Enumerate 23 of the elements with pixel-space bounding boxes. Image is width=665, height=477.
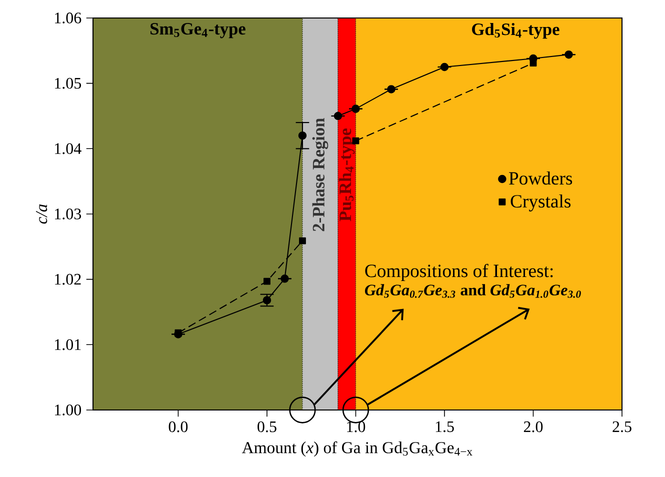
band-label: Pu$_{5}$Rh$_{4}$-type	[338, 128, 355, 222]
y-tick-label: 1.04	[55, 143, 82, 154]
band-label: 2-Phase Region	[312, 118, 328, 232]
x-axis-title: Amount (x) of Ga in Gd$_{5}$Ga$_{x}$Ge$_{4−x}$	[242, 441, 472, 457]
y-tick-label: 1.01	[55, 339, 81, 350]
y-tick-label: 1.06	[55, 12, 82, 24]
band-label: Sm$_{5}$Ge$_{4}$-type	[150, 22, 246, 38]
x-tick-label: 0.0	[168, 421, 188, 432]
x-tick-label: 1.5	[436, 421, 454, 432]
legend-label: Powders	[508, 172, 572, 185]
text: Gd$_{5}$Ga$_{0.7}$Ge$_{3.3}$ and Gd$_{5}$Ga$_{1.0}$Ge$_{3.0}$	[364, 284, 581, 298]
y-tick-label: 1.03	[55, 208, 82, 220]
band-label: Gd$_{5}$Si$_{4}$-type	[472, 22, 560, 39]
legend-label: Crystals	[510, 194, 571, 212]
y-tick-label: 1.02	[55, 274, 81, 285]
y-tick-label: 1.00	[55, 404, 82, 416]
x-tick-label: 1.0	[347, 421, 366, 432]
x-tick-label: 2.0	[524, 421, 543, 432]
annotation: Compositions of Interest:	[365, 264, 553, 281]
x-tick-label: 0.5	[258, 421, 276, 432]
y-axis-title: c/a	[36, 204, 48, 224]
x-tick-label: 2.5	[612, 421, 632, 432]
y-tick-label: 1.05	[55, 78, 82, 89]
